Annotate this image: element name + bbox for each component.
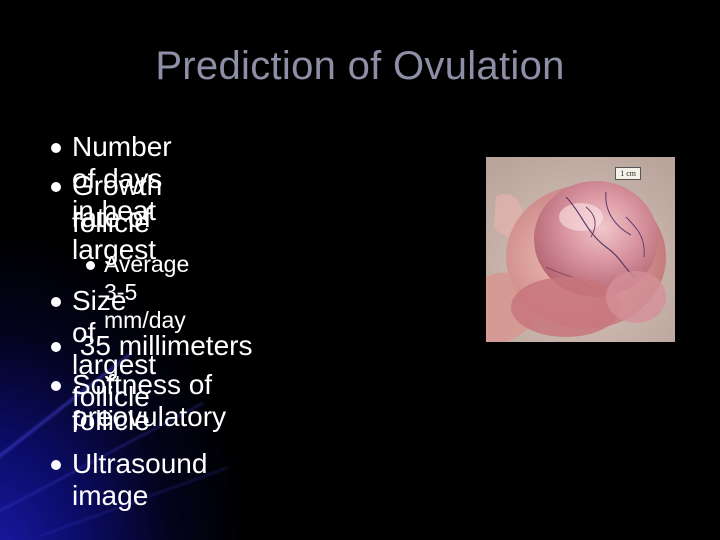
- bullet-icon: [51, 341, 61, 354]
- bullet-icon: [51, 296, 61, 309]
- bullet-icon: [51, 181, 61, 194]
- bullet-text-continuation: follicle: [72, 207, 150, 238]
- sub-bullet-text: Average 3-5 mm/day: [104, 251, 190, 333]
- ovary-photo: 1 cm: [486, 157, 675, 342]
- ovary-illustration: [486, 157, 675, 342]
- bullet-icon: [51, 459, 61, 472]
- bullet-text: Growth rate of largest: [72, 170, 163, 265]
- bullet-text: Number of days in heat: [72, 131, 172, 226]
- scale-label: 1 cm: [615, 167, 641, 180]
- bullet-text: Softness of preovulatory: [72, 369, 227, 432]
- bullet-icon: [51, 142, 61, 155]
- sub-bullet-icon: [86, 259, 95, 272]
- bullet-text: Ultrasound image: [72, 448, 208, 511]
- slide-title: Prediction of Ovulation: [155, 44, 565, 88]
- bullet-text: Size of largest follicle: [72, 285, 157, 412]
- bullet-icon: [51, 380, 61, 393]
- bullet-text: 35 millimeters: [72, 330, 253, 361]
- bullet-text-continuation: follicle: [72, 405, 150, 436]
